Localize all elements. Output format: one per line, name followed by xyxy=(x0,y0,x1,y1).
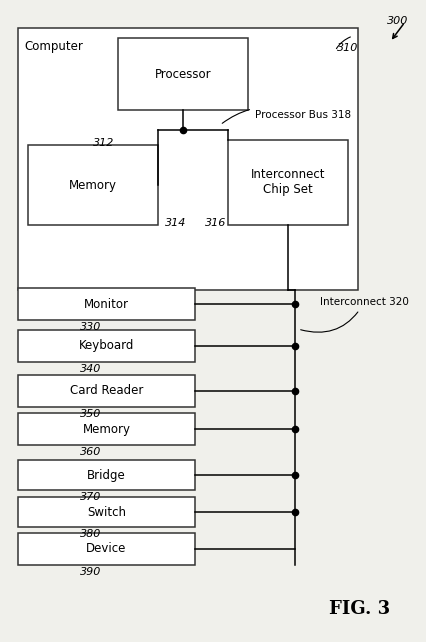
Text: 312: 312 xyxy=(92,138,114,148)
Bar xyxy=(18,460,195,490)
Text: 340: 340 xyxy=(80,364,101,374)
Text: 300: 300 xyxy=(386,16,408,26)
Bar xyxy=(118,38,248,110)
Text: 350: 350 xyxy=(80,409,101,419)
Bar xyxy=(28,145,158,225)
Text: FIG. 3: FIG. 3 xyxy=(329,600,390,618)
Text: Processor: Processor xyxy=(154,67,211,80)
Text: Card Reader: Card Reader xyxy=(69,385,143,397)
Text: Computer: Computer xyxy=(24,40,83,53)
Text: Switch: Switch xyxy=(87,505,126,519)
Text: 390: 390 xyxy=(80,567,101,577)
Text: 330: 330 xyxy=(80,322,101,332)
Bar xyxy=(18,497,195,527)
Text: 310: 310 xyxy=(336,43,357,53)
Bar xyxy=(18,288,195,320)
Bar xyxy=(18,28,357,290)
Text: Bridge: Bridge xyxy=(87,469,126,482)
Text: Monitor: Monitor xyxy=(84,297,129,311)
Text: Processor Bus 318: Processor Bus 318 xyxy=(222,110,350,123)
Text: Interconnect 320: Interconnect 320 xyxy=(300,297,408,332)
Bar xyxy=(18,330,195,362)
Text: Device: Device xyxy=(86,542,127,555)
Bar xyxy=(18,533,195,565)
Text: Memory: Memory xyxy=(69,178,117,191)
Text: 316: 316 xyxy=(204,218,225,228)
Bar xyxy=(227,140,347,225)
Text: Interconnect
Chip Set: Interconnect Chip Set xyxy=(250,168,325,196)
Text: 380: 380 xyxy=(80,529,101,539)
Bar xyxy=(18,375,195,407)
Text: 314: 314 xyxy=(164,218,186,228)
Text: 360: 360 xyxy=(80,447,101,457)
Text: Keyboard: Keyboard xyxy=(79,340,134,352)
Text: Memory: Memory xyxy=(82,422,130,435)
Text: 370: 370 xyxy=(80,492,101,502)
Bar xyxy=(18,413,195,445)
